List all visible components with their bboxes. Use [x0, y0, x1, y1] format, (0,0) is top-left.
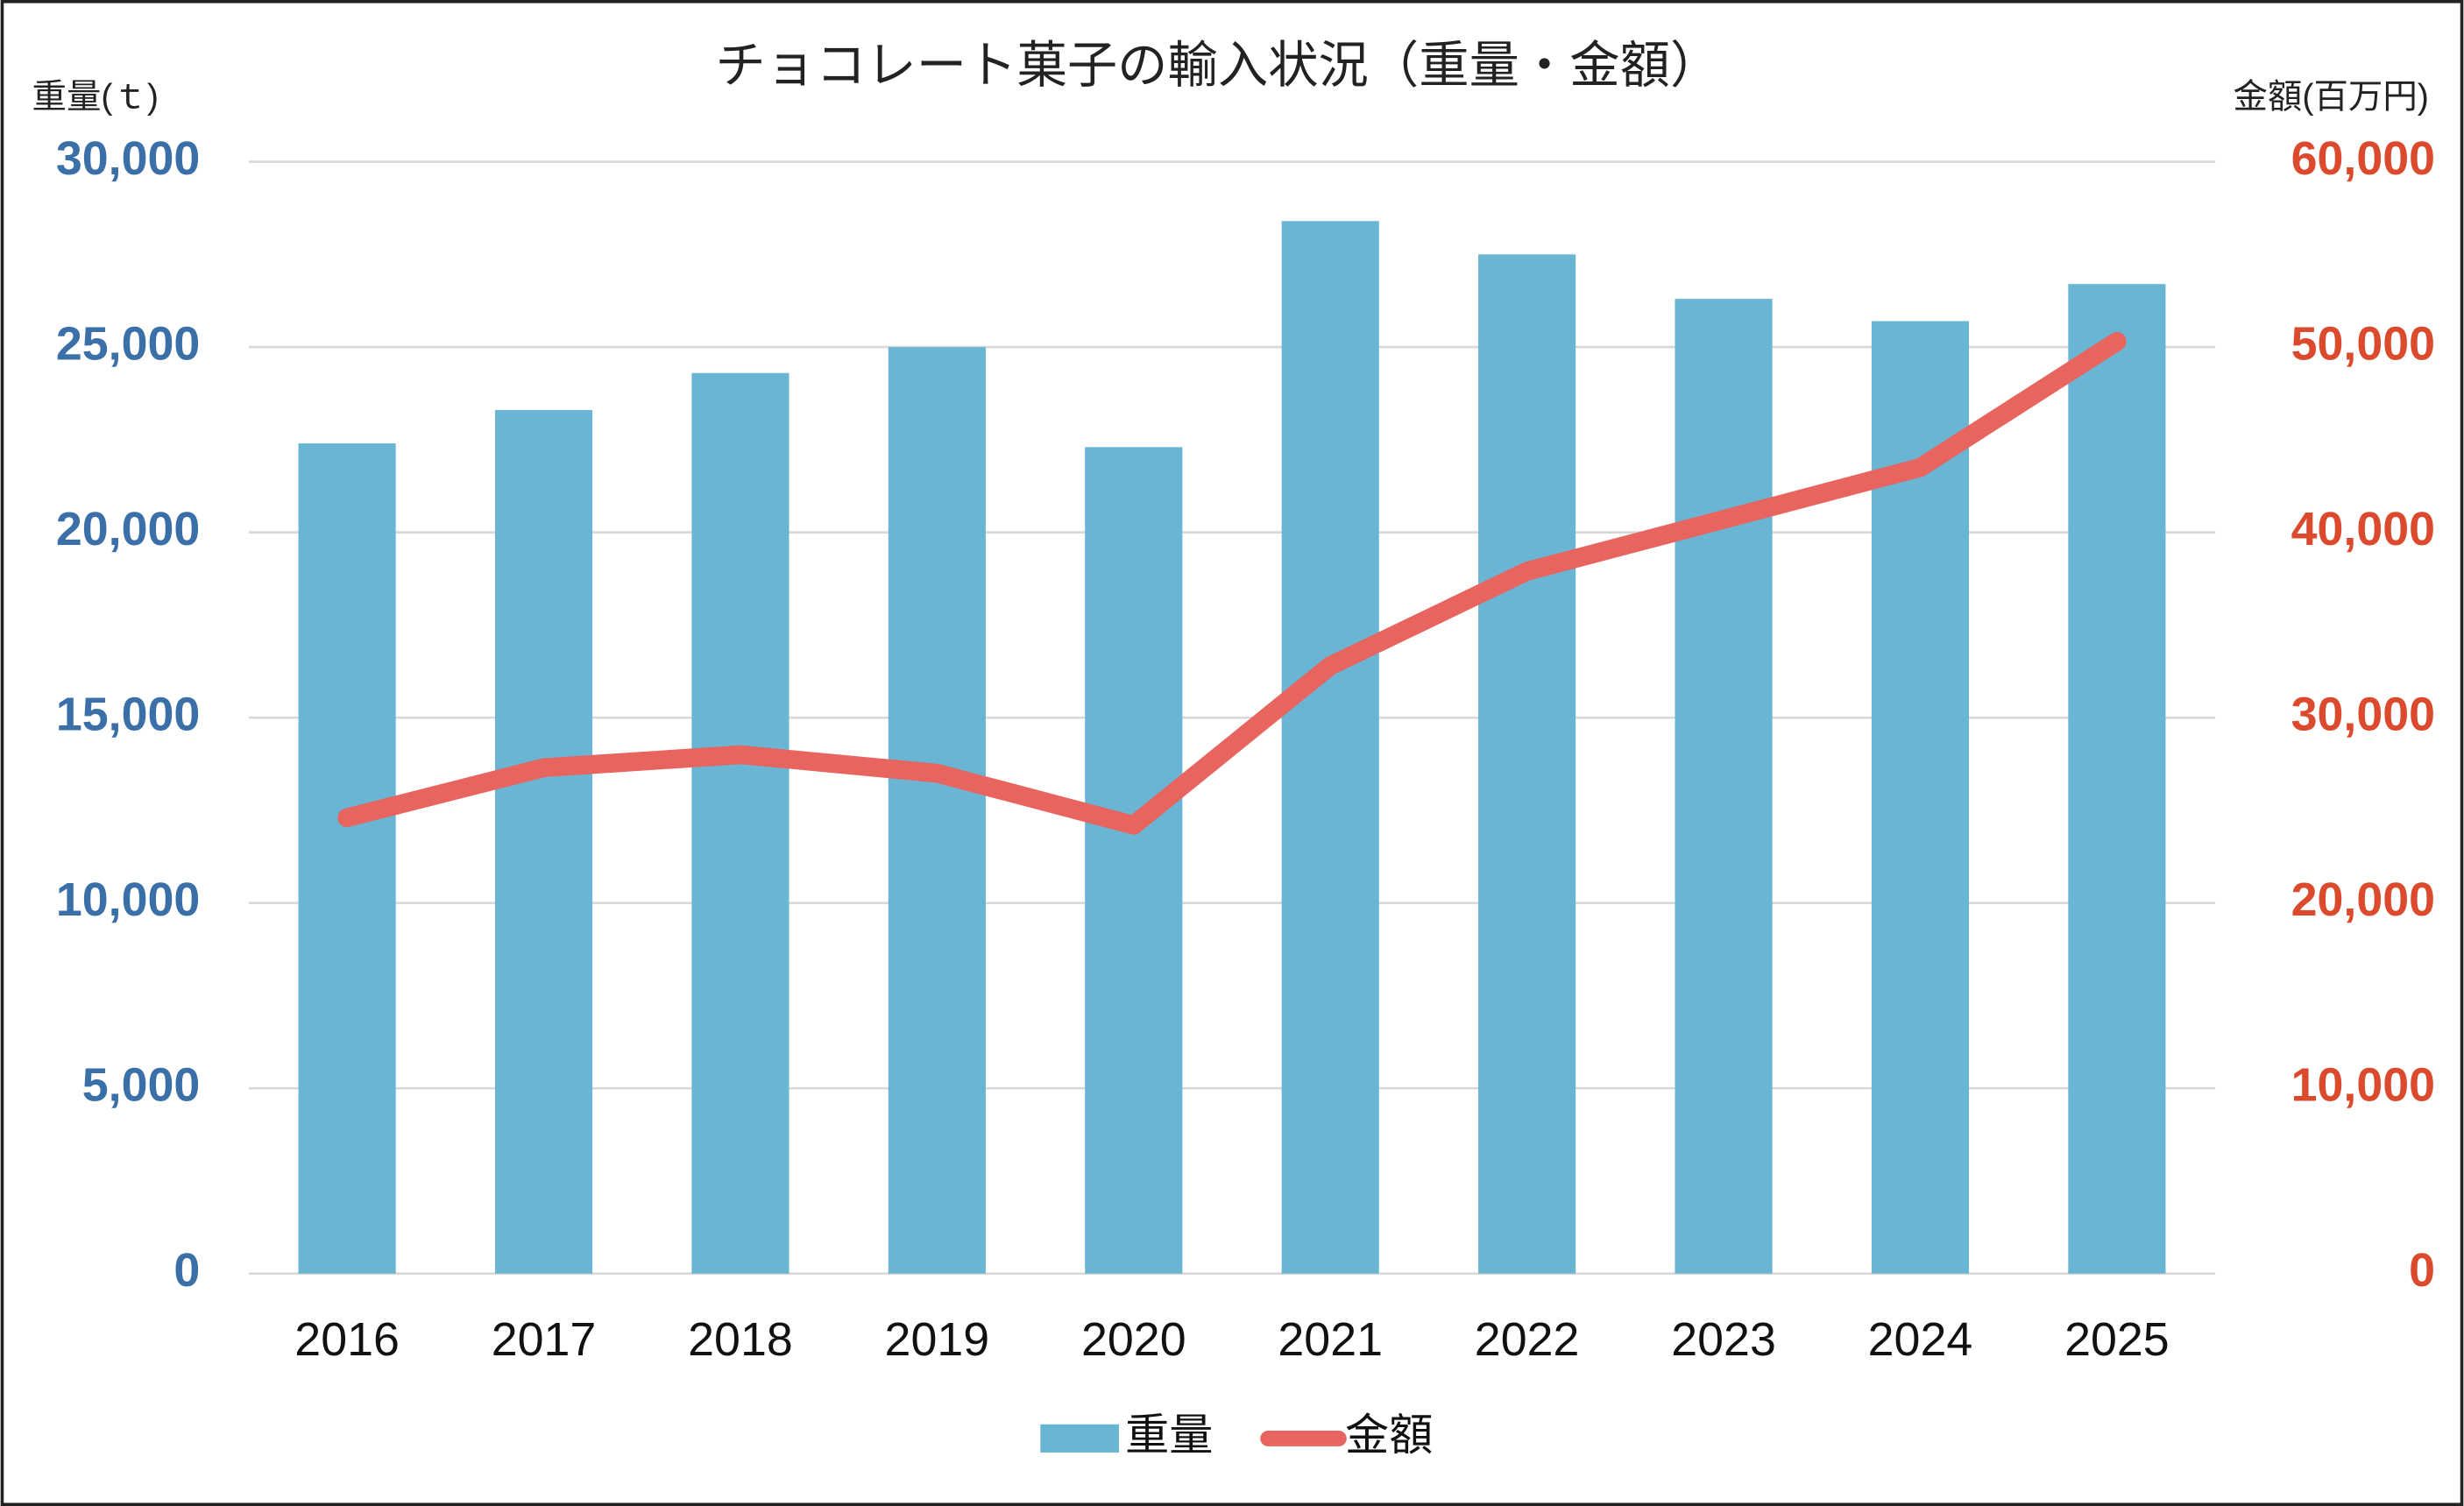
- line: [337, 332, 2127, 835]
- bar: [494, 410, 593, 1274]
- x-tick-label: 2023: [1671, 1313, 1776, 1366]
- y-axis-label: 重量(ｔ): [32, 77, 159, 116]
- y2-tick-label: 20,000: [2291, 873, 2435, 926]
- y2-tick-label: 0: [2409, 1244, 2435, 1297]
- x-tick-label: 2019: [885, 1313, 990, 1366]
- x-tick-label: 2017: [492, 1313, 597, 1366]
- x-tick-label: 2025: [2064, 1313, 2170, 1366]
- y2-tick-label: 10,000: [2291, 1058, 2435, 1111]
- y2-tick-label: 40,000: [2291, 503, 2435, 555]
- y-tick-label: 5,000: [82, 1058, 201, 1111]
- y-tick-label: 20,000: [56, 503, 200, 555]
- bar: [1675, 299, 1773, 1274]
- bar: [2068, 284, 2166, 1274]
- x-tick-label: 2021: [1278, 1313, 1383, 1366]
- x-tick-label: 2018: [688, 1313, 793, 1366]
- x-tick-label: 2016: [294, 1313, 400, 1366]
- y2-tick-label: 60,000: [2291, 132, 2435, 185]
- bar: [1085, 447, 1183, 1274]
- y-tick-label: 25,000: [56, 317, 200, 370]
- y-tick-label: 15,000: [56, 688, 200, 740]
- y2-axis-label: 金額(百万円): [2234, 77, 2429, 116]
- x-tick-label: 2024: [1868, 1313, 1973, 1366]
- y-tick-label: 0: [173, 1244, 200, 1297]
- bar: [298, 443, 396, 1274]
- x-tick-label: 2022: [1475, 1313, 1580, 1366]
- y-tick-label: 30,000: [56, 132, 200, 185]
- y2-tick-label: 30,000: [2291, 688, 2435, 740]
- bar: [1281, 221, 1379, 1274]
- legend-label: 金額: [1345, 1411, 1433, 1460]
- x-tick-label: 2020: [1081, 1313, 1186, 1366]
- bar: [691, 372, 789, 1274]
- chart-title: チョコレート菓子の輸入状況（重量・金額）: [715, 38, 1720, 94]
- y-tick-label: 10,000: [56, 873, 200, 926]
- bar: [1478, 254, 1576, 1274]
- y2-tick-label: 50,000: [2291, 317, 2435, 370]
- legend-swatch: [1040, 1424, 1119, 1453]
- legend-label: 重量: [1125, 1411, 1213, 1460]
- bar: [888, 347, 986, 1274]
